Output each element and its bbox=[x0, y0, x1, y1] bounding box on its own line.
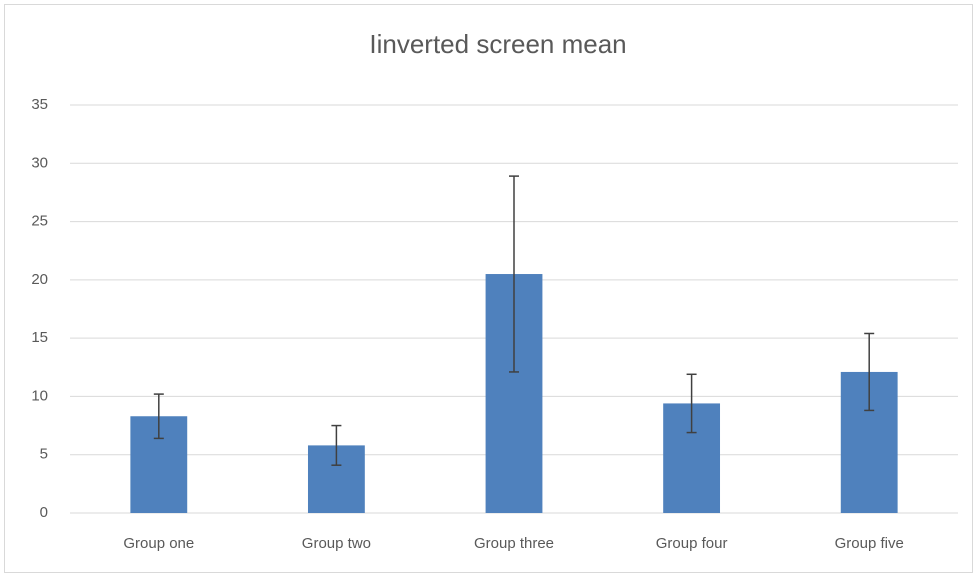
x-tick-label: Group two bbox=[302, 535, 371, 552]
x-tick-label: Group one bbox=[123, 535, 194, 552]
y-tick-label: 25 bbox=[31, 213, 48, 230]
y-tick-label: 15 bbox=[31, 329, 48, 346]
x-tick-label: Group four bbox=[656, 535, 728, 552]
x-tick-label: Group three bbox=[474, 535, 554, 552]
error-bar bbox=[331, 424, 342, 466]
error-bar bbox=[686, 373, 697, 434]
y-tick-label: 0 bbox=[40, 504, 48, 521]
x-tick-label: Group five bbox=[835, 535, 904, 552]
y-tick-label: 5 bbox=[40, 446, 48, 463]
y-tick-label: 30 bbox=[31, 154, 48, 171]
chart-title: Iinverted screen mean bbox=[369, 29, 626, 59]
error-bar bbox=[509, 175, 519, 373]
y-tick-label: 10 bbox=[31, 387, 48, 404]
error-bar bbox=[153, 393, 164, 440]
error-bar bbox=[864, 332, 875, 412]
y-tick-label: 20 bbox=[31, 271, 48, 288]
y-tick-label: 35 bbox=[31, 96, 48, 113]
